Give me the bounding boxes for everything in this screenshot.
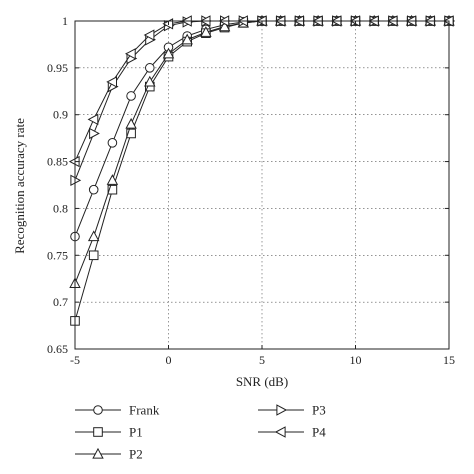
data-point-p1 — [126, 128, 136, 139]
y-tick-label: 0.95 — [47, 61, 68, 75]
legend-label: P1 — [129, 425, 143, 440]
x-tick-label: 0 — [166, 353, 172, 367]
legend-marker-p4 — [274, 426, 286, 438]
data-point-p2 — [181, 33, 193, 45]
x-tick-label: 5 — [259, 353, 265, 367]
data-point-p2 — [106, 174, 119, 185]
legend-label: P2 — [129, 447, 143, 462]
legend-label: P3 — [312, 403, 326, 418]
legend-label: Frank — [129, 403, 160, 418]
y-tick-label: 1 — [62, 14, 68, 28]
data-point-p2 — [200, 26, 212, 37]
legend-marker-frank — [93, 405, 103, 415]
x-tick-label: 15 — [443, 353, 455, 367]
y-tick-label: 0.9 — [53, 108, 68, 122]
y-tick-label: 0.65 — [47, 342, 68, 356]
data-point-p4 — [87, 113, 99, 126]
x-tick-label: 10 — [350, 353, 362, 367]
y-tick-label: 0.8 — [53, 201, 68, 215]
data-point-p4 — [106, 76, 117, 88]
legend-marker-p2 — [92, 447, 104, 459]
data-point-frank — [145, 63, 155, 73]
y-tick-label: 0.7 — [53, 295, 68, 309]
x-axis-label: SNR (dB) — [236, 374, 288, 389]
legend-item-p3: P3 — [258, 403, 326, 418]
data-point-p1 — [107, 184, 118, 195]
data-point-p3 — [89, 127, 100, 140]
data-point-p1 — [88, 250, 99, 261]
data-point-frank — [88, 184, 99, 195]
grid — [74, 20, 450, 350]
data-point-p2 — [87, 230, 100, 242]
data-point-p4 — [124, 48, 136, 60]
data-point-frank — [126, 91, 136, 101]
data-point-p2 — [218, 20, 231, 32]
y-tick-label: 0.85 — [47, 155, 68, 169]
axis-ticks: -5 0 5 10 15 0.65 0.7 0.75 0.8 0.85 0.9 0.95 1 — [47, 14, 455, 367]
data-point-p2 — [144, 75, 156, 87]
series-p3 — [70, 15, 456, 187]
legend: Frank P1 P2 P3 P4 — [75, 403, 326, 462]
legend-item-p4: P4 — [258, 425, 326, 440]
data-point-frank — [107, 138, 118, 148]
legend-label: P4 — [312, 425, 326, 440]
legend-item-p1: P1 — [75, 425, 143, 440]
legend-item-p2: P2 — [75, 447, 143, 462]
x-tick-label: -5 — [70, 353, 80, 367]
data-point-p2 — [162, 47, 175, 59]
data-point-p4 — [143, 29, 155, 41]
legend-item-frank: Frank — [75, 403, 160, 418]
data-point-p2 — [125, 117, 137, 129]
legend-marker-p1 — [93, 427, 103, 437]
y-axis-label: Recognition accuracy rate — [12, 118, 27, 254]
y-tick-label: 0.75 — [47, 248, 68, 262]
legend-marker-p3 — [276, 404, 288, 416]
